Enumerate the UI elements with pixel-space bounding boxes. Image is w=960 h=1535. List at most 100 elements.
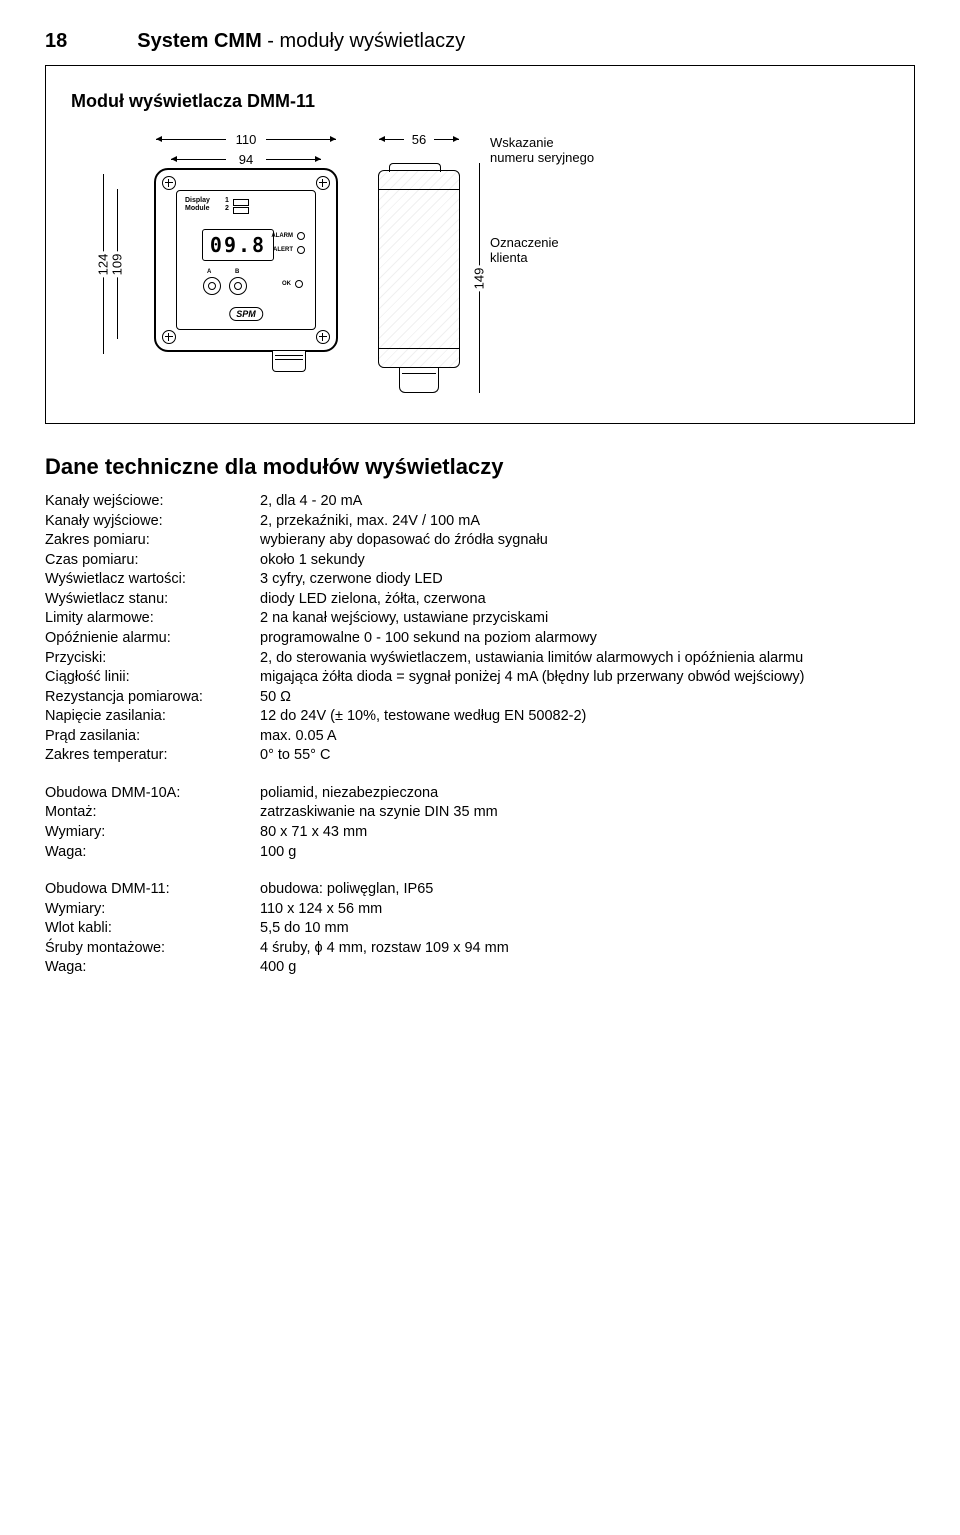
spec-row: Limity alarmowe:2 na kanał wejściowy, us… bbox=[45, 609, 915, 629]
spec-row: Waga:100 g bbox=[45, 843, 915, 863]
ok-led-icon bbox=[295, 280, 303, 288]
spec-value: 80 x 71 x 43 mm bbox=[260, 823, 915, 843]
dim-109: 109 bbox=[110, 189, 124, 339]
spec-value: diody LED zielona, żółta, czerwona bbox=[260, 590, 915, 610]
spec-label: Waga: bbox=[45, 958, 260, 978]
dim-124: 124 bbox=[96, 174, 110, 354]
diagram-area: 124 109 110 94 bbox=[96, 130, 894, 368]
spec-label: Wymiary: bbox=[45, 900, 260, 920]
spec-row: Przyciski:2, do sterowania wyświetlaczem… bbox=[45, 649, 915, 669]
knob-b-label: B bbox=[235, 269, 239, 275]
title-bold: System CMM bbox=[137, 30, 261, 52]
diagram-frame: Moduł wyświetlacza DMM-11 124 109 bbox=[45, 65, 915, 424]
spec-label: Napięcie zasilania: bbox=[45, 707, 260, 727]
page-number: 18 bbox=[45, 30, 67, 53]
alarm-led-icon bbox=[297, 232, 305, 240]
ok-label: OK bbox=[282, 281, 291, 287]
spec-row: Rezystancja pomiarowa:50 Ω bbox=[45, 688, 915, 708]
spec-label: Montaż: bbox=[45, 803, 260, 823]
spec-label: Śruby montażowe: bbox=[45, 939, 260, 959]
dim-56-value: 56 bbox=[408, 132, 430, 147]
dim-56: 56 bbox=[379, 130, 459, 148]
spec-value: 2, przekaźniki, max. 24V / 100 mA bbox=[260, 512, 915, 532]
annotation-serial: Wskazanie numeru seryjnego bbox=[490, 135, 594, 165]
section-title: Dane techniczne dla modułów wyświetlaczy bbox=[45, 454, 915, 480]
module-label: Module bbox=[185, 205, 210, 212]
spec-row: Ciągłość linii:migająca żółta dioda = sy… bbox=[45, 668, 915, 688]
spec-value: 2 na kanał wejściowy, ustawiane przycisk… bbox=[260, 609, 915, 629]
spec-row: Czas pomiaru:około 1 sekundy bbox=[45, 551, 915, 571]
dim-110: 110 bbox=[156, 130, 336, 148]
dim-124-value: 124 bbox=[96, 251, 111, 277]
spec-label: Zakres pomiaru: bbox=[45, 531, 260, 551]
spec-value: poliamid, niezabezpieczona bbox=[260, 784, 915, 804]
spm-logo: SPM bbox=[229, 307, 263, 321]
screw-icon bbox=[162, 176, 176, 190]
diagram-annotations: Wskazanie numeru seryjnego Oznaczenie kl… bbox=[490, 135, 594, 265]
alert-label: ALERT bbox=[273, 247, 293, 253]
spec-value: 2, dla 4 - 20 mA bbox=[260, 492, 915, 512]
indicator-box bbox=[233, 199, 249, 206]
title-rest: - moduły wyświetlaczy bbox=[262, 30, 465, 52]
dim-94-value: 94 bbox=[235, 152, 257, 167]
spec-table-main: Kanały wejściowe:2, dla 4 - 20 mAKanały … bbox=[45, 492, 915, 766]
spec-label: Kanały wejściowe: bbox=[45, 492, 260, 512]
screw-icon bbox=[162, 330, 176, 344]
front-view-group: 110 94 Display Mod bbox=[154, 130, 338, 352]
digit-display: 09.8 bbox=[202, 229, 274, 261]
annotation-client: Oznaczenie klienta bbox=[490, 235, 594, 265]
spec-label: Prąd zasilania: bbox=[45, 727, 260, 747]
spec-row: Waga:400 g bbox=[45, 958, 915, 978]
spec-table-dmm11: Obudowa DMM-11:obudowa: poliwęglan, IP65… bbox=[45, 880, 915, 978]
spec-value: programowalne 0 - 100 sekund na poziom a… bbox=[260, 629, 915, 649]
spec-value: 100 g bbox=[260, 843, 915, 863]
dim-149: 149 bbox=[469, 163, 489, 393]
spec-label: Obudowa DMM-10A: bbox=[45, 784, 260, 804]
spec-label: Kanały wyjściowe: bbox=[45, 512, 260, 532]
annotation-serial-text: Wskazanie numeru seryjnego bbox=[490, 135, 594, 165]
spec-row: Wymiary:80 x 71 x 43 mm bbox=[45, 823, 915, 843]
spec-value: 110 x 124 x 56 mm bbox=[260, 900, 915, 920]
spec-value: wybierany aby dopasować do źródła sygnał… bbox=[260, 531, 915, 551]
spec-label: Waga: bbox=[45, 843, 260, 863]
dim-109-value: 109 bbox=[110, 251, 125, 277]
spec-value: 400 g bbox=[260, 958, 915, 978]
spec-label: Wlot kabli: bbox=[45, 919, 260, 939]
spec-row: Obudowa DMM-10A:poliamid, niezabezpieczo… bbox=[45, 784, 915, 804]
spec-value: 12 do 24V (± 10%, testowane według EN 50… bbox=[260, 707, 915, 727]
spec-value: obudowa: poliwęglan, IP65 bbox=[260, 880, 915, 900]
spec-row: Śruby montażowe:4 śruby, ϕ 4 mm, rozstaw… bbox=[45, 939, 915, 959]
alarm-label: ALARM bbox=[271, 233, 293, 239]
inner-panel: Display Module 1 2 09.8 ALARM ALERT A bbox=[176, 190, 316, 330]
device-side: 149 bbox=[378, 170, 460, 368]
spec-value: max. 0.05 A bbox=[260, 727, 915, 747]
spec-label: Przyciski: bbox=[45, 649, 260, 669]
spec-label: Czas pomiaru: bbox=[45, 551, 260, 571]
spec-row: Kanały wejściowe:2, dla 4 - 20 mA bbox=[45, 492, 915, 512]
spec-row: Wlot kabli:5,5 do 10 mm bbox=[45, 919, 915, 939]
spec-row: Zakres pomiaru:wybierany aby dopasować d… bbox=[45, 531, 915, 551]
spec-value: około 1 sekundy bbox=[260, 551, 915, 571]
annotation-client-text: Oznaczenie klienta bbox=[490, 235, 559, 265]
spec-value: zatrzaskiwanie na szynie DIN 35 mm bbox=[260, 803, 915, 823]
spec-value: 50 Ω bbox=[260, 688, 915, 708]
spec-row: Montaż:zatrzaskiwanie na szynie DIN 35 m… bbox=[45, 803, 915, 823]
cable-gland-icon bbox=[272, 351, 306, 372]
spec-row: Kanały wyjściowe:2, przekaźniki, max. 24… bbox=[45, 512, 915, 532]
spec-value: 3 cyfry, czerwone diody LED bbox=[260, 570, 915, 590]
display-label: Display bbox=[185, 197, 210, 204]
screw-icon bbox=[316, 176, 330, 190]
spec-value: 0° to 55° C bbox=[260, 746, 915, 766]
dim-110-value: 110 bbox=[232, 132, 261, 147]
spec-label: Opóźnienie alarmu: bbox=[45, 629, 260, 649]
spec-label: Wymiary: bbox=[45, 823, 260, 843]
spec-row: Wyświetlacz wartości:3 cyfry, czerwone d… bbox=[45, 570, 915, 590]
screw-icon bbox=[316, 330, 330, 344]
dim-94: 94 bbox=[171, 150, 321, 168]
cable-gland-side-icon bbox=[399, 368, 439, 393]
ch2-label: 2 bbox=[225, 205, 229, 212]
ch1-label: 1 bbox=[225, 197, 229, 204]
spec-label: Rezystancja pomiarowa: bbox=[45, 688, 260, 708]
knob-a-label: A bbox=[207, 269, 211, 275]
spec-label: Limity alarmowe: bbox=[45, 609, 260, 629]
